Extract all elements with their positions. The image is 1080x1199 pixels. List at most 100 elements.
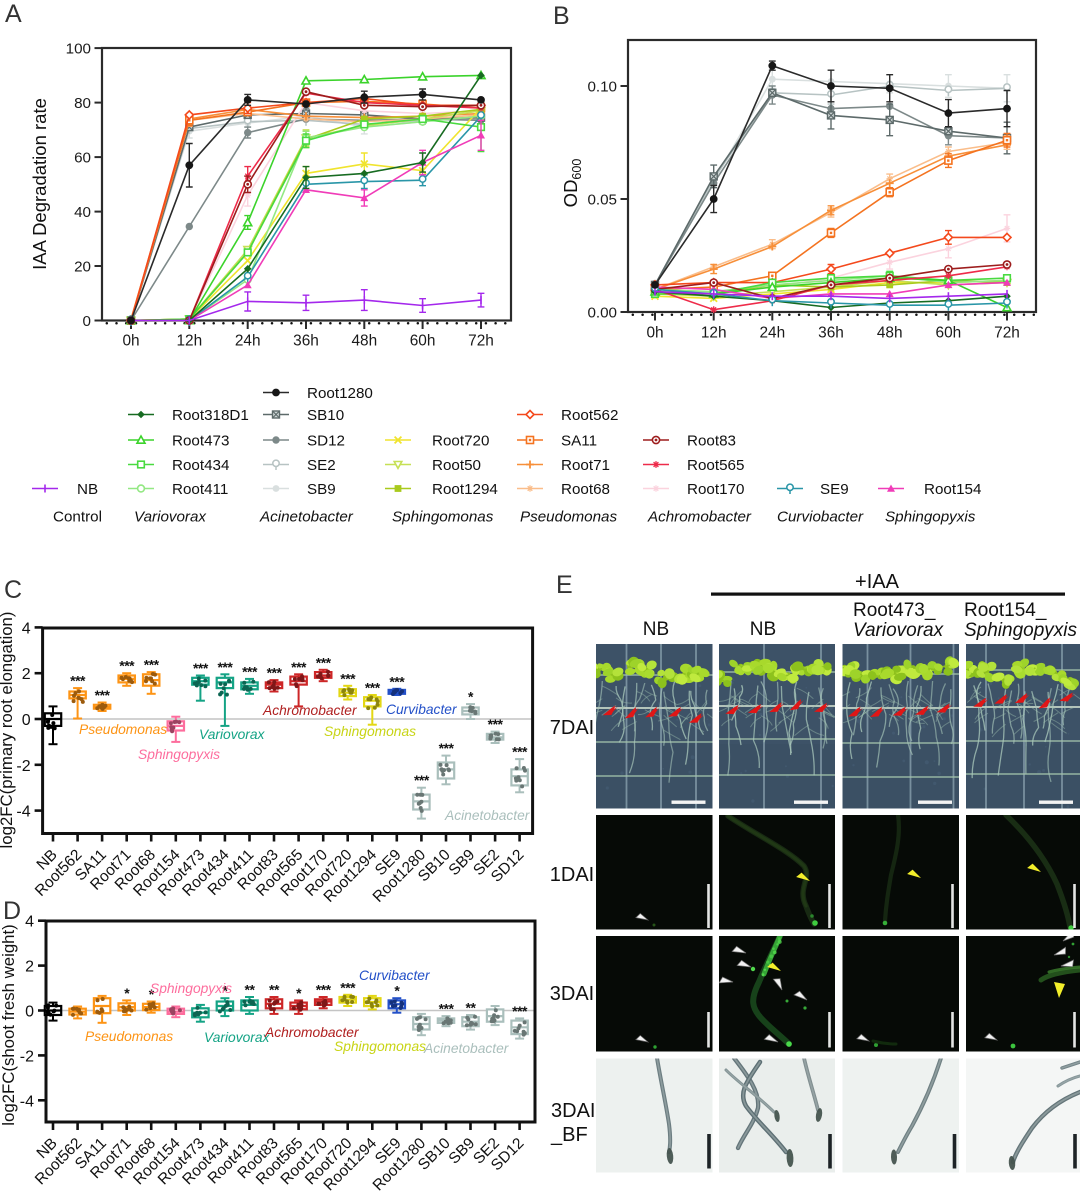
svg-text:20: 20 [74, 259, 91, 276]
svg-text:***: *** [340, 670, 356, 686]
svg-text:48h: 48h [351, 333, 377, 350]
svg-text:***: *** [512, 744, 528, 760]
svg-text:Variovorax: Variovorax [853, 620, 945, 641]
svg-text:***: *** [488, 716, 504, 732]
svg-text:Root154_: Root154_ [964, 600, 1047, 621]
svg-text:-2: -2 [16, 758, 30, 775]
svg-text:-4: -4 [16, 804, 30, 821]
svg-text:60: 60 [74, 150, 91, 167]
svg-text:B: B [553, 2, 570, 30]
svg-text:log2FC(primary root elongation: log2FC(primary root elongation) [0, 612, 16, 849]
svg-text:Root411: Root411 [172, 481, 228, 498]
svg-text:*: * [296, 985, 302, 1001]
svg-text:OD600: OD600 [560, 159, 584, 208]
svg-text:36h: 36h [818, 325, 844, 342]
svg-text:3DAI: 3DAI [550, 983, 594, 1005]
svg-text:24h: 24h [759, 325, 785, 342]
svg-text:Achromobacter: Achromobacter [264, 1025, 360, 1040]
svg-text:SE9: SE9 [820, 481, 849, 498]
svg-text:SE2: SE2 [307, 457, 336, 474]
svg-text:***: *** [267, 665, 283, 681]
svg-text:***: *** [414, 772, 430, 788]
svg-text:72h: 72h [468, 333, 494, 350]
svg-text:SB9: SB9 [307, 481, 336, 498]
svg-text:SB10: SB10 [307, 407, 344, 424]
svg-text:0.10: 0.10 [587, 79, 617, 96]
svg-text:***: *** [119, 658, 135, 674]
svg-text:*: * [124, 985, 130, 1001]
svg-text:0h: 0h [122, 333, 139, 350]
svg-text:Sphingopyxis: Sphingopyxis [150, 981, 232, 996]
svg-text:Root71: Root71 [561, 457, 610, 474]
svg-text:***: *** [340, 979, 356, 995]
svg-text:Pseudomonas: Pseudomonas [520, 509, 618, 526]
svg-text:Sphingopyxis: Sphingopyxis [964, 620, 1078, 641]
svg-text:0h: 0h [646, 325, 663, 342]
svg-text:0.05: 0.05 [587, 192, 617, 209]
svg-text:log2FC(shoot fresh weight): log2FC(shoot fresh weight) [0, 924, 18, 1125]
svg-text:***: *** [291, 659, 307, 675]
svg-text:***: *** [95, 687, 111, 703]
svg-text:60h: 60h [410, 333, 436, 350]
svg-text:***: *** [70, 673, 86, 689]
svg-text:Root154: Root154 [924, 481, 981, 498]
svg-text:Sphingopyxis: Sphingopyxis [885, 509, 976, 526]
svg-text:***: *** [217, 659, 233, 675]
svg-text:D: D [3, 897, 21, 925]
svg-text:Sphingomonas: Sphingomonas [324, 724, 416, 739]
svg-text:Sphingomonas: Sphingomonas [392, 509, 494, 526]
svg-text:24h: 24h [235, 333, 261, 350]
svg-text:NB: NB [77, 481, 98, 498]
svg-text:Root68: Root68 [561, 481, 610, 498]
svg-text:Root434: Root434 [172, 457, 229, 474]
svg-text:***: *** [144, 657, 160, 673]
svg-text:-2: -2 [20, 1048, 34, 1065]
svg-text:Curviobacter: Curviobacter [777, 509, 864, 526]
svg-text:Pseudomonas: Pseudomonas [79, 722, 167, 737]
svg-text:***: *** [242, 663, 258, 679]
svg-text:0: 0 [25, 1004, 34, 1021]
svg-text:48h: 48h [877, 325, 903, 342]
svg-text:Root562: Root562 [561, 407, 618, 424]
svg-text:Root170: Root170 [687, 481, 744, 498]
svg-text:12h: 12h [176, 333, 202, 350]
svg-text:Variovorax: Variovorax [204, 1030, 271, 1045]
svg-text:_BF: _BF [550, 1124, 588, 1146]
svg-text:E: E [556, 571, 573, 599]
svg-text:Acinetobacter: Acinetobacter [259, 509, 354, 526]
svg-text:**: ** [466, 1000, 477, 1016]
svg-text:7DAI: 7DAI [550, 717, 594, 739]
svg-text:4: 4 [25, 914, 34, 931]
svg-text:100: 100 [66, 41, 91, 58]
svg-text:80: 80 [74, 95, 91, 112]
svg-text:**: ** [269, 982, 280, 998]
svg-text:Root1294: Root1294 [432, 481, 498, 498]
svg-text:NB: NB [643, 619, 669, 640]
svg-text:***: *** [389, 673, 405, 689]
svg-text:***: *** [439, 740, 455, 756]
svg-text:SD12: SD12 [307, 433, 345, 450]
svg-text:*: * [222, 983, 228, 999]
svg-text:-4: -4 [20, 1093, 34, 1110]
svg-text:+IAA: +IAA [855, 571, 900, 593]
svg-text:Root83: Root83 [687, 433, 736, 450]
svg-text:Acinetobacter: Acinetobacter [423, 1041, 510, 1056]
svg-text:IAA Degradation rate: IAA Degradation rate [29, 98, 50, 270]
svg-text:***: *** [316, 654, 332, 670]
svg-text:Curvibacter: Curvibacter [386, 702, 458, 717]
svg-text:NB: NB [750, 619, 776, 640]
svg-text:***: *** [439, 1001, 455, 1017]
svg-text:**: ** [245, 982, 256, 998]
svg-text:0: 0 [22, 712, 31, 729]
svg-text:Curvibacter: Curvibacter [359, 968, 431, 983]
svg-text:Root1280: Root1280 [307, 385, 373, 402]
svg-text:Acinetobacter: Acinetobacter [444, 808, 531, 823]
svg-text:Root473: Root473 [172, 433, 229, 450]
svg-text:Variovorax: Variovorax [199, 727, 266, 742]
svg-text:12h: 12h [701, 325, 727, 342]
svg-text:***: *** [365, 680, 381, 696]
svg-text:4: 4 [22, 620, 31, 637]
svg-text:Pseudomonas: Pseudomonas [85, 1029, 173, 1044]
svg-text:Root720: Root720 [432, 433, 489, 450]
svg-text:36h: 36h [293, 333, 319, 350]
